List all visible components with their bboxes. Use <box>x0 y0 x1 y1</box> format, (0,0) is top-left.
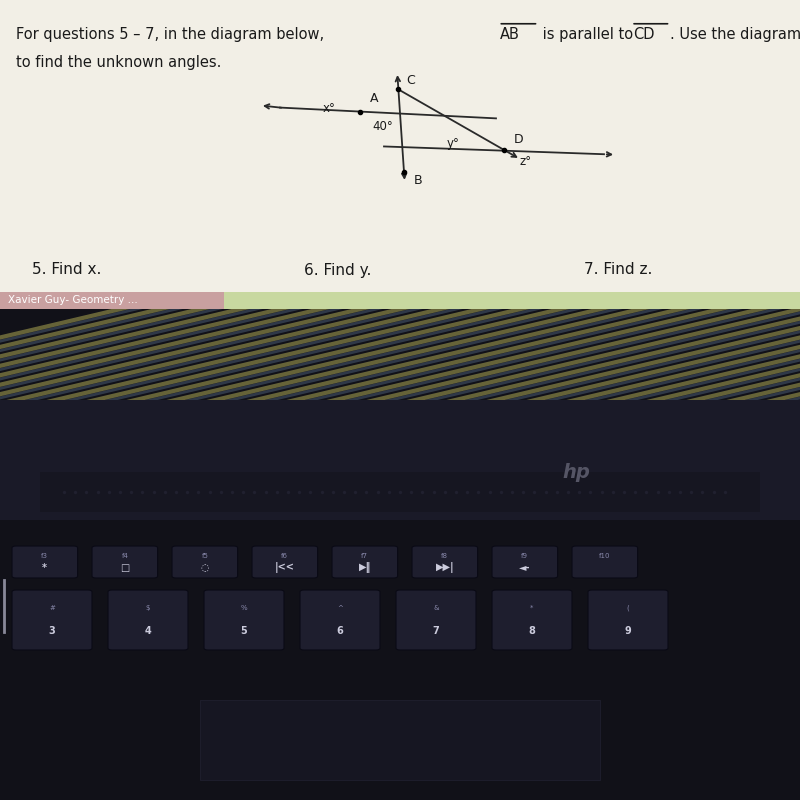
Text: 7: 7 <box>433 626 439 636</box>
Text: A: A <box>370 91 378 105</box>
Text: 8: 8 <box>529 626 535 636</box>
Text: |<<: |<< <box>275 562 294 573</box>
Text: D: D <box>514 134 523 146</box>
Text: f10: f10 <box>599 553 610 559</box>
Text: f3: f3 <box>42 553 48 559</box>
FancyBboxPatch shape <box>492 546 558 578</box>
Text: C: C <box>406 74 415 87</box>
Text: *: * <box>530 605 534 610</box>
FancyBboxPatch shape <box>204 590 284 650</box>
Text: x°: x° <box>323 102 336 115</box>
FancyBboxPatch shape <box>108 590 188 650</box>
Bar <box>0 292 224 309</box>
Text: ◌: ◌ <box>201 562 209 573</box>
FancyBboxPatch shape <box>572 546 638 578</box>
FancyBboxPatch shape <box>492 590 572 650</box>
Bar <box>40 472 760 512</box>
Text: f8: f8 <box>442 553 448 559</box>
Text: z°: z° <box>520 155 532 168</box>
FancyBboxPatch shape <box>12 590 92 650</box>
Text: B: B <box>414 174 422 187</box>
Bar <box>0 400 800 520</box>
FancyBboxPatch shape <box>92 546 158 578</box>
FancyBboxPatch shape <box>252 546 318 578</box>
Bar <box>224 292 800 309</box>
Text: &: & <box>434 605 438 610</box>
Text: f9: f9 <box>522 553 528 559</box>
Text: 5: 5 <box>241 626 247 636</box>
Text: f6: f6 <box>282 553 288 559</box>
Text: 6: 6 <box>337 626 343 636</box>
Text: is parallel to: is parallel to <box>538 27 638 42</box>
Text: y°: y° <box>447 137 460 150</box>
Text: 4: 4 <box>145 626 151 636</box>
Text: 3: 3 <box>49 626 55 636</box>
Text: to find the unknown angles.: to find the unknown angles. <box>16 55 222 70</box>
Text: 7. Find z.: 7. Find z. <box>584 262 652 278</box>
Text: f7: f7 <box>362 553 368 559</box>
FancyBboxPatch shape <box>396 590 476 650</box>
Text: . Use the diagram: . Use the diagram <box>670 27 800 42</box>
Text: AB: AB <box>500 27 520 42</box>
FancyBboxPatch shape <box>412 546 478 578</box>
Text: f5: f5 <box>202 553 208 559</box>
Text: ▶▶|: ▶▶| <box>435 562 454 573</box>
Bar <box>200 700 600 780</box>
Text: 6. Find y.: 6. Find y. <box>304 262 371 278</box>
Text: For questions 5 – 7, in the diagram below,: For questions 5 – 7, in the diagram belo… <box>16 27 329 42</box>
FancyBboxPatch shape <box>300 590 380 650</box>
Text: hp: hp <box>562 462 590 482</box>
Text: ▶‖: ▶‖ <box>358 562 371 573</box>
FancyBboxPatch shape <box>172 546 238 578</box>
Text: 5. Find x.: 5. Find x. <box>32 262 102 278</box>
FancyBboxPatch shape <box>588 590 668 650</box>
Text: $: $ <box>146 605 150 610</box>
Text: %: % <box>241 605 247 610</box>
Text: (: ( <box>626 605 630 611</box>
Text: f4: f4 <box>122 553 128 559</box>
Text: ^: ^ <box>337 605 343 610</box>
FancyBboxPatch shape <box>332 546 398 578</box>
Text: #: # <box>49 605 55 610</box>
Bar <box>0 0 800 302</box>
FancyBboxPatch shape <box>12 546 78 578</box>
Text: 40°: 40° <box>372 120 393 133</box>
Text: *: * <box>42 562 47 573</box>
Text: Xavier Guy- Geometry ...: Xavier Guy- Geometry ... <box>8 295 138 306</box>
Text: CD: CD <box>633 27 654 42</box>
Text: ◄-: ◄- <box>519 562 530 573</box>
Text: □: □ <box>120 562 130 573</box>
Text: 9: 9 <box>625 626 631 636</box>
